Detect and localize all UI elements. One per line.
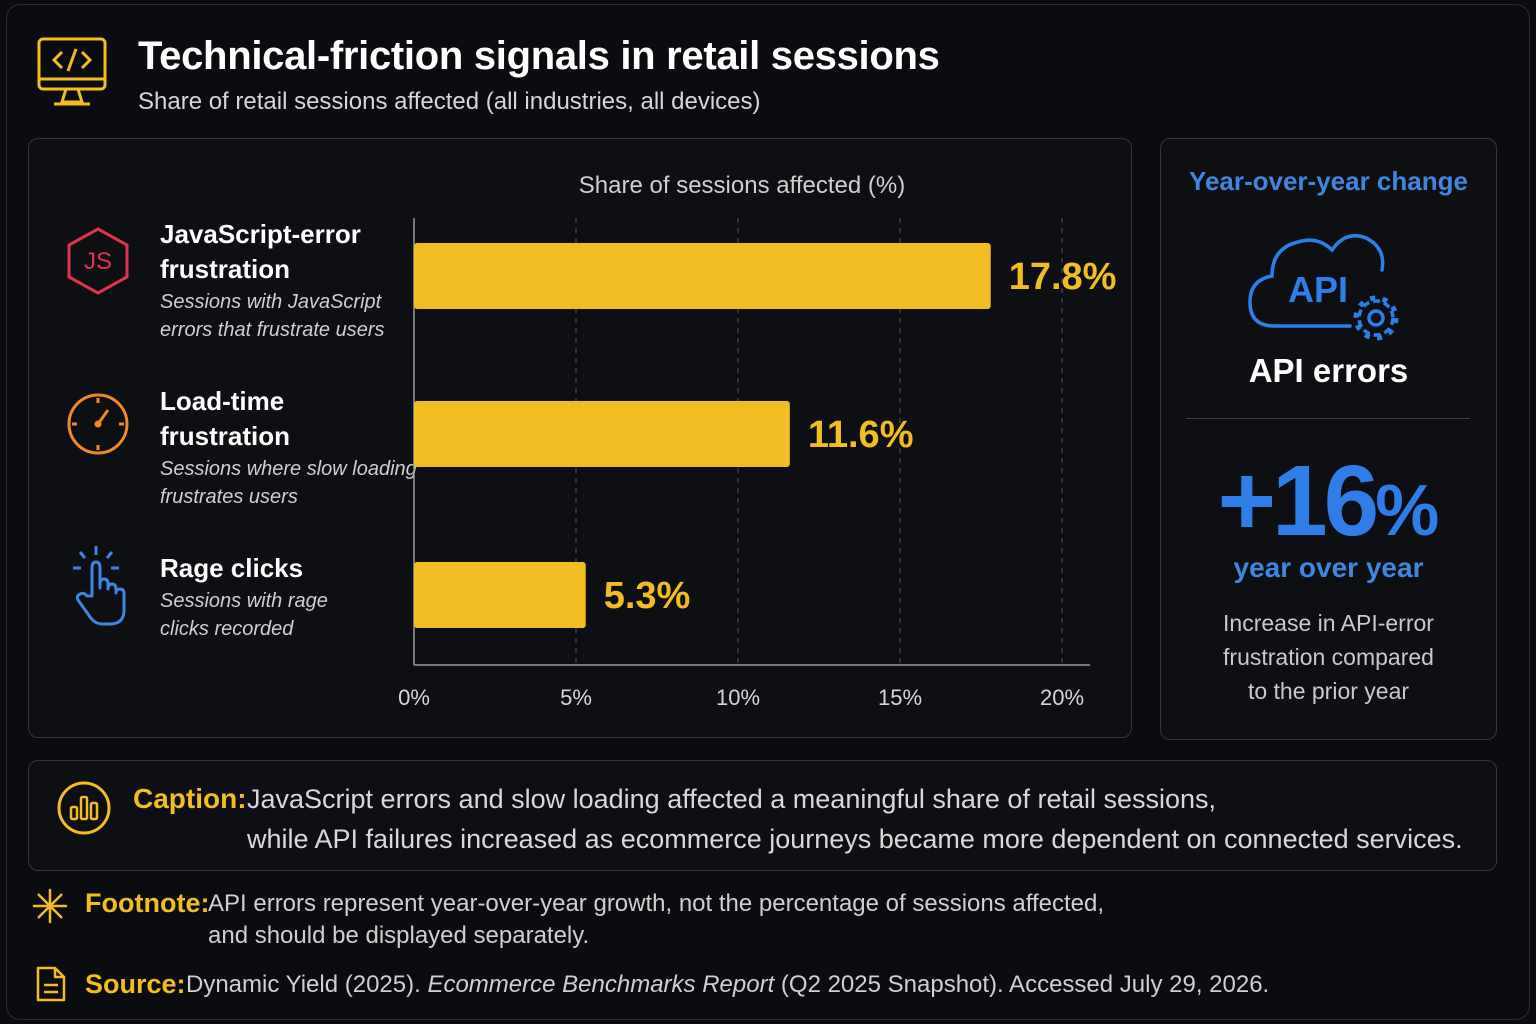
yoy-title: Year-over-year change (1189, 166, 1468, 196)
source-text: Dynamic Yield (2025). Ecommerce Benchmar… (186, 971, 1269, 999)
x-tick-label: 15% (878, 685, 922, 710)
svg-text:JS: JS (84, 248, 112, 275)
category-desc-js: Sessions with JavaScript errors that fru… (160, 288, 385, 344)
api-cloud-gear-icon: API (1248, 234, 1399, 341)
x-tick-label: 20% (1040, 685, 1084, 710)
code-monitor-icon (37, 37, 107, 106)
page-title: Technical-friction signals in retail ses… (138, 34, 940, 78)
bar (414, 562, 586, 628)
value-label: 5.3% (604, 575, 691, 617)
yoy-value-number: +16 (1217, 445, 1380, 557)
bar-chart-circle-icon (57, 781, 111, 835)
x-tick-label: 5% (560, 685, 592, 710)
yoy-desc-line1: Increase in API-error (1223, 610, 1434, 636)
page-frame (6, 4, 1530, 1020)
category-desc-rage: Sessions with rage clicks recorded (160, 587, 328, 643)
chart-title: Share of sessions affected (%) (579, 172, 905, 199)
yoy-desc-line3: to the prior year (1247, 678, 1410, 704)
caption-panel (28, 760, 1497, 871)
yoy-divider (1186, 418, 1470, 419)
bar-chart: Share of sessions affected (%) 0% 5% 10% 15%… (398, 172, 1117, 710)
category-label-load-line2: frustration (160, 421, 290, 451)
js-hexagon-icon: JS (67, 227, 129, 295)
source-details: (Q2 2025 Snapshot). Accessed July 29, 20… (774, 971, 1270, 998)
yoy-value: +16% (1160, 446, 1497, 566)
caption-line-1: JavaScript errors and slow loading affec… (247, 784, 1217, 814)
category-desc-js-line1: Sessions with JavaScript (160, 291, 382, 313)
value-label: 11.6% (808, 414, 914, 456)
footnote-line-2: and should be displayed separately. (208, 922, 590, 949)
value-label: 17.8% (1009, 256, 1117, 298)
caption-line-2: while API failures increased as ecommerc… (247, 824, 1463, 854)
category-desc-rage-line1: Sessions with rage (160, 590, 328, 612)
svg-text:API: API (1288, 269, 1348, 310)
bar (414, 243, 991, 309)
x-tick-label: 10% (716, 685, 760, 710)
category-label-load-line1: Load-time (160, 386, 285, 416)
source-label: Source: (85, 969, 186, 999)
page-subtitle: Share of retail sessions affected (all i… (138, 88, 761, 115)
source-author: Dynamic Yield (2025). (186, 971, 428, 998)
yoy-metric: API errors (1248, 352, 1409, 389)
caption-label: Caption: (133, 783, 247, 814)
source-report-title: Ecommerce Benchmarks Report (427, 971, 775, 998)
yoy-description: Increase in API-error frustration compar… (1160, 606, 1497, 708)
category-desc-load-line1: Sessions where slow loading (160, 458, 417, 480)
stopwatch-icon (67, 393, 129, 455)
document-icon (36, 966, 66, 1002)
asterisk-icon (32, 888, 68, 924)
category-label-js: JavaScript-error frustration (160, 217, 361, 287)
yoy-panel (1160, 138, 1497, 740)
x-tick-label: 0% (398, 685, 430, 710)
category-desc-js-line2: errors that frustrate users (160, 319, 385, 341)
category-label-js-line2: frustration (160, 254, 290, 284)
category-label-js-line1: JavaScript-error (160, 219, 361, 249)
yoy-period: year over year (1233, 552, 1424, 583)
category-desc-rage-line2: clicks recorded (160, 618, 294, 640)
footnote-label: Footnote: (85, 888, 210, 918)
yoy-value-unit: % (1375, 471, 1440, 551)
bar (414, 401, 790, 467)
category-label-rage: Rage clicks (160, 551, 303, 586)
category-label-load: Load-time frustration (160, 384, 290, 454)
category-desc-load-line2: frustrates users (160, 486, 298, 508)
yoy-desc-line2: frustration compared (1223, 644, 1434, 670)
category-label-rage-line1: Rage clicks (160, 553, 304, 583)
tap-hand-icon (73, 546, 126, 626)
footnote-line-1: API errors represent year-over-year grow… (208, 890, 1105, 917)
category-desc-load: Sessions where slow loading frustrates u… (160, 455, 417, 511)
